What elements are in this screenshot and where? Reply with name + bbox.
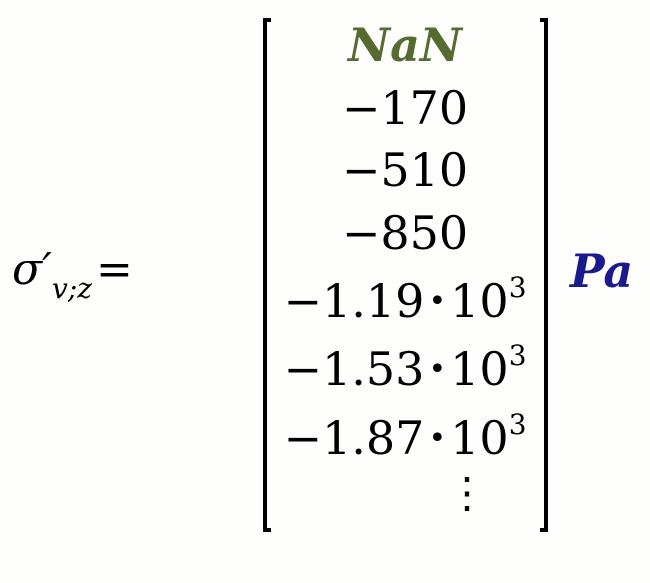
cell-mantissa: −1.87 bbox=[283, 411, 425, 465]
result-variable: σ′v;z= bbox=[12, 244, 133, 305]
equals-sign: = bbox=[96, 244, 133, 295]
matrix-cell: −1.53 •103 bbox=[270, 339, 540, 401]
cell-mantissa: −850 bbox=[341, 206, 469, 260]
cell-mantissa: −510 bbox=[341, 143, 469, 197]
left-bracket bbox=[263, 18, 271, 532]
vdots-icon: ⋮ bbox=[446, 468, 488, 517]
times-dot: • bbox=[428, 284, 447, 319]
cell-exponent: 3 bbox=[508, 271, 527, 304]
sigma-symbol: σ′ bbox=[12, 244, 53, 295]
matrix-cell-nan: NaN bbox=[348, 18, 462, 72]
times-dot: • bbox=[428, 352, 447, 387]
cell-base: 10 bbox=[450, 411, 509, 465]
variable-subscript: v;z bbox=[52, 272, 93, 305]
cell-base: 10 bbox=[450, 342, 509, 396]
more-rows-ellipsis: ⋮ bbox=[446, 472, 488, 514]
times-dot: • bbox=[428, 421, 447, 456]
matrix-cell: −510 bbox=[270, 145, 540, 195]
right-bracket bbox=[540, 18, 548, 532]
matrix-cell: −1.19 •103 bbox=[270, 271, 540, 333]
cell-mantissa: −170 bbox=[341, 81, 469, 135]
cell-exponent: 3 bbox=[508, 408, 527, 441]
cell-mantissa: −1.53 bbox=[283, 342, 425, 396]
cell-exponent: 3 bbox=[508, 339, 527, 372]
cell-base: 10 bbox=[450, 274, 509, 328]
matrix-cell: −170 bbox=[270, 83, 540, 133]
cell-mantissa: −1.19 bbox=[283, 274, 425, 328]
matrix-cell: −850 bbox=[270, 208, 540, 258]
matrix-cell: −1.87 •103 bbox=[270, 408, 540, 470]
unit-label[interactable]: Pa bbox=[570, 244, 634, 298]
